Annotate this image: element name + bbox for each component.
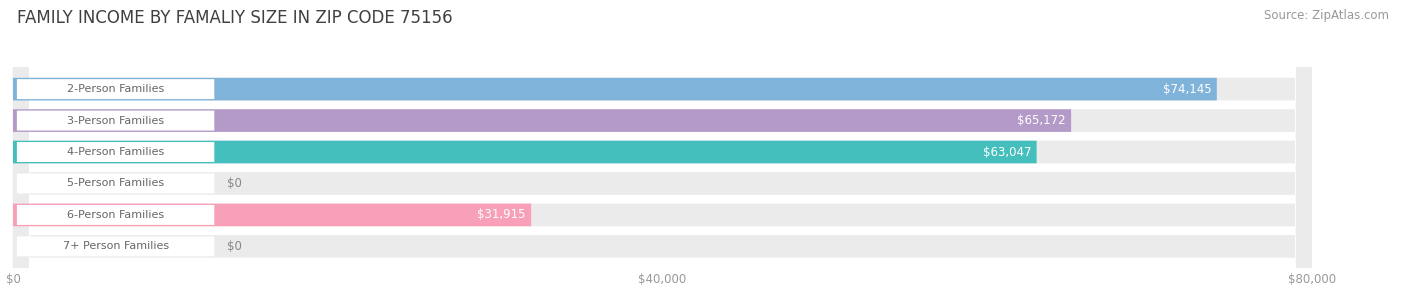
Text: 5-Person Families: 5-Person Families	[67, 178, 165, 188]
Text: Source: ZipAtlas.com: Source: ZipAtlas.com	[1264, 9, 1389, 22]
FancyBboxPatch shape	[17, 142, 214, 162]
Text: 6-Person Families: 6-Person Families	[67, 210, 165, 220]
FancyBboxPatch shape	[13, 0, 1312, 305]
Text: 4-Person Families: 4-Person Families	[67, 147, 165, 157]
FancyBboxPatch shape	[13, 0, 1312, 305]
Text: 7+ Person Families: 7+ Person Families	[62, 241, 169, 251]
FancyBboxPatch shape	[13, 204, 531, 226]
Text: $0: $0	[228, 177, 242, 190]
FancyBboxPatch shape	[17, 79, 214, 99]
Text: $0: $0	[228, 240, 242, 253]
Text: 2-Person Families: 2-Person Families	[67, 84, 165, 94]
FancyBboxPatch shape	[13, 0, 1312, 305]
Text: $65,172: $65,172	[1018, 114, 1066, 127]
FancyBboxPatch shape	[17, 174, 214, 193]
FancyBboxPatch shape	[17, 111, 214, 131]
Text: FAMILY INCOME BY FAMALIY SIZE IN ZIP CODE 75156: FAMILY INCOME BY FAMALIY SIZE IN ZIP COD…	[17, 9, 453, 27]
FancyBboxPatch shape	[13, 141, 1036, 163]
FancyBboxPatch shape	[17, 236, 214, 256]
FancyBboxPatch shape	[17, 205, 214, 225]
FancyBboxPatch shape	[13, 109, 1071, 132]
Text: $74,145: $74,145	[1163, 83, 1212, 95]
FancyBboxPatch shape	[13, 78, 1216, 100]
Text: $63,047: $63,047	[983, 145, 1032, 159]
FancyBboxPatch shape	[13, 0, 1312, 305]
Text: $31,915: $31,915	[478, 208, 526, 221]
Text: 3-Person Families: 3-Person Families	[67, 116, 165, 126]
FancyBboxPatch shape	[13, 0, 1312, 305]
FancyBboxPatch shape	[13, 0, 1312, 305]
